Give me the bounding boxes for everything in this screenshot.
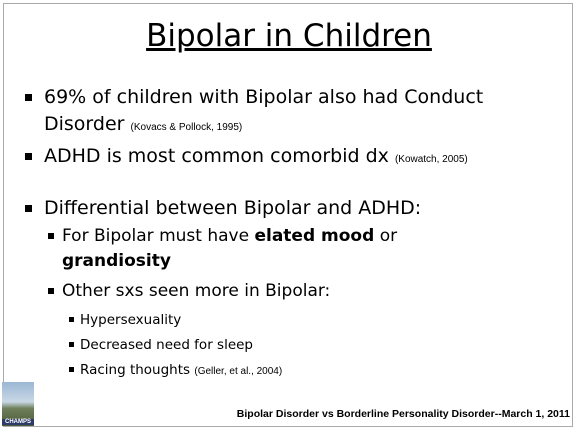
bullet-marker [25, 205, 32, 212]
citation: (Kowatch, 2005) [394, 154, 468, 165]
bullet-text: Hypersexuality [80, 312, 182, 328]
bullet-marker [25, 153, 32, 160]
bold-text: elated mood [254, 226, 375, 246]
bullet: 69% of children with Bipolar also had Co… [25, 84, 564, 141]
bullet-text: For Bipolar must have [62, 226, 250, 246]
citation: (Kovacs & Pollock, 1995) [130, 122, 243, 133]
bullet-marker [48, 288, 54, 294]
bullet: ADHD is most common comorbid dx (Kowatch… [25, 143, 564, 173]
bullet-marker [69, 367, 74, 372]
bullet-text: Racing thoughts [80, 362, 191, 378]
slide-frame [3, 3, 573, 427]
bullet-text: Decreased need for sleep [80, 337, 254, 353]
sub-sub-bullet: Racing thoughts (Geller, et al., 2004) [69, 360, 540, 382]
sub-bullet: Other sxs seen more in Bipolar: [48, 279, 542, 304]
bullet-marker [69, 342, 74, 347]
bullet-text: Differential between Bipolar and ADHD: [44, 197, 422, 219]
sub-bullet: For Bipolar must have elated mood or gran… [48, 224, 542, 274]
sub-sub-bullet: Hypersexuality [69, 310, 540, 330]
bullet-text: or [379, 226, 398, 246]
bullet-text: ADHD is most common comorbid dx [44, 145, 389, 167]
sub-sub-bullet: Decreased need for sleep [69, 335, 540, 355]
slide-title: Bipolar in Children [146, 18, 432, 54]
bullet-marker [25, 94, 32, 101]
logo-text: CHAMPS [2, 419, 34, 425]
bullet-text: 69% of children with Bipolar also had Co… [44, 86, 484, 135]
bullet-text: Other sxs seen more in Bipolar: [62, 281, 331, 301]
citation: (Geller, et al., 2004) [194, 366, 283, 377]
logo: CHAMPS [2, 382, 34, 426]
bold-text: grandiosity [62, 251, 171, 271]
footer: Bipolar Disorder vs Borderline Personali… [236, 408, 570, 420]
bullet: Differential between Bipolar and ADHD: [25, 195, 564, 222]
bullet-marker [48, 233, 54, 239]
bullet-marker [69, 317, 74, 322]
